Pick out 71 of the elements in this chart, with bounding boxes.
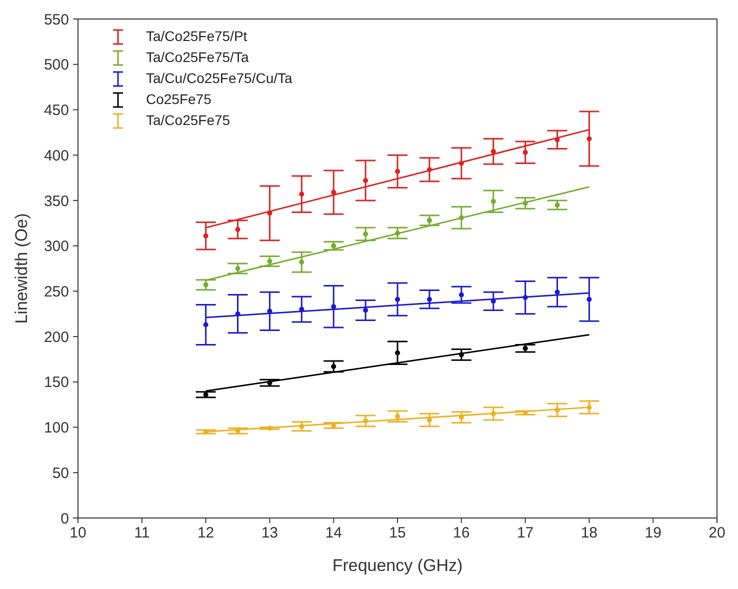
y-tick-label: 450: [44, 102, 69, 120]
x-tick-label: 15: [389, 524, 406, 542]
point: [203, 322, 208, 328]
legend-label: Co25Fe75: [146, 90, 212, 109]
point: [458, 292, 464, 298]
x-tick-label: 13: [261, 524, 278, 542]
point: [394, 414, 400, 419]
point: [426, 296, 432, 302]
point: [363, 308, 368, 313]
point: [267, 258, 272, 264]
point: [394, 230, 400, 236]
point: [490, 148, 496, 154]
x-tick-label: 17: [516, 524, 534, 542]
point: [203, 282, 208, 288]
x-tick-label: 20: [708, 524, 726, 542]
point: [586, 136, 592, 142]
legend-label: Ta/Cu/Co25Fe75/Cu/Ta: [146, 69, 292, 88]
x-tick-label: 16: [453, 524, 470, 542]
point: [586, 404, 592, 410]
point: [458, 160, 464, 166]
point: [363, 418, 368, 424]
point: [203, 233, 208, 238]
point: [490, 198, 496, 204]
point: [235, 226, 240, 232]
y-tick-label: 200: [44, 328, 69, 346]
x-tick-label: 18: [580, 524, 598, 542]
x-tick-label: 11: [134, 524, 150, 542]
x-tick-label: 19: [644, 524, 662, 542]
point: [394, 168, 400, 174]
point: [458, 352, 464, 358]
point: [522, 200, 528, 206]
point: [554, 408, 560, 413]
y-tick-label: 400: [44, 147, 69, 164]
point: [331, 190, 336, 195]
point: [331, 304, 336, 310]
point: [490, 411, 496, 416]
point: [554, 290, 560, 295]
point: [394, 350, 400, 356]
point: [522, 295, 528, 300]
y-tick-label: 150: [44, 374, 69, 392]
y-tick-label: 100: [44, 420, 69, 437]
point: [394, 296, 400, 302]
y-tick-label: 50: [52, 464, 69, 482]
legend-label: Ta/Co25Fe75/Ta: [146, 48, 249, 67]
y-axis-title: Linewidth (Oe): [12, 213, 32, 324]
legend-label: Ta/Co25Fe75/Pt: [146, 27, 248, 46]
point: [586, 296, 592, 302]
point: [363, 232, 368, 237]
x-axis-title: Frequency (GHz): [332, 556, 463, 575]
point: [363, 178, 368, 184]
y-tick-label: 500: [44, 56, 69, 74]
y-tick-label: 0: [60, 510, 69, 528]
point: [267, 210, 272, 216]
x-tick-label: 14: [325, 524, 342, 542]
y-tick-label: 300: [44, 238, 69, 256]
y-tick-label: 550: [44, 11, 69, 28]
x-tick-label: 12: [197, 524, 214, 542]
point: [458, 414, 464, 420]
point: [299, 192, 304, 197]
point: [426, 218, 432, 223]
point: [554, 137, 560, 142]
point: [331, 364, 336, 370]
point: [299, 260, 304, 265]
point: [426, 167, 432, 172]
legend-label: Ta/Co25Fe75: [146, 111, 230, 130]
point: [458, 215, 464, 220]
y-tick-label: 250: [44, 284, 69, 301]
y-tick-label: 350: [44, 192, 69, 210]
point: [522, 150, 528, 155]
x-tick-label: 10: [70, 524, 86, 542]
point: [235, 311, 240, 316]
